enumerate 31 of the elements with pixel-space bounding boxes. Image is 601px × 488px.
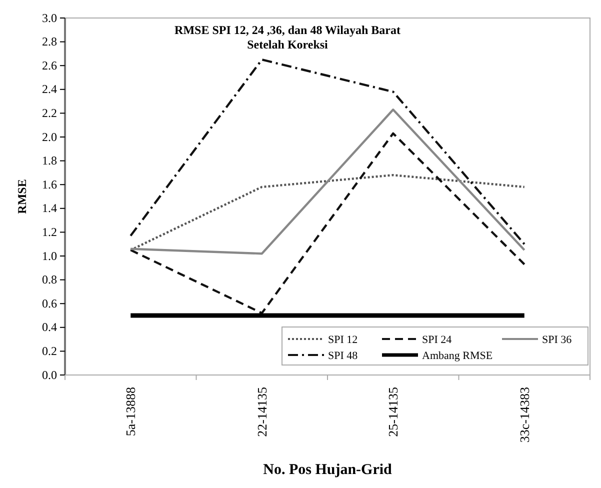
- x-tick-label: 5a-13888: [123, 387, 138, 436]
- legend-label: Ambang RMSE: [422, 350, 493, 362]
- y-tick-label: 2.2: [42, 106, 57, 120]
- y-tick-label: 0.6: [42, 296, 57, 310]
- y-tick-label: 0.0: [42, 368, 57, 382]
- x-tick-label: 33c-14383: [516, 387, 532, 443]
- y-tick-label: 3.0: [42, 10, 57, 25]
- y-tick-label: 2.0: [42, 130, 57, 144]
- y-tick-label: 2.4: [42, 82, 57, 96]
- legend-label: SPI 24: [422, 334, 452, 346]
- y-tick-label: 1.4: [42, 201, 57, 216]
- y-tick-label: 2.6: [42, 58, 57, 72]
- x-tick-label: 25-14135: [386, 387, 401, 437]
- y-tick-label: 0.2: [42, 344, 57, 358]
- legend-label: SPI 12: [328, 334, 358, 346]
- text: RMSE SPI 12, 24 ,36, dan 48 Wilayah Barat Setelah Koreksi: [174, 23, 400, 52]
- x-axis-title: No. Pos Hujan-Grid: [263, 462, 393, 478]
- x-tick-label: 22-14135: [254, 387, 270, 437]
- y-axis-title: RMSE: [15, 179, 29, 214]
- line-series: [130, 58, 526, 246]
- line-series: [130, 108, 526, 255]
- y-tick-label: 1.2: [42, 225, 57, 240]
- y-tick-label: 2.8: [42, 34, 57, 49]
- y-tick-label: 0.4: [42, 320, 57, 334]
- y-tick-label: 1.6: [42, 177, 57, 192]
- y-tick-label: 0.8: [42, 272, 57, 287]
- y-tick-label: 1.8: [42, 154, 57, 168]
- legend-label: SPI 36: [542, 334, 572, 346]
- y-tick-label: 1.0: [42, 248, 57, 263]
- line-series: [130, 132, 526, 314]
- legend-label: SPI 48: [328, 350, 358, 362]
